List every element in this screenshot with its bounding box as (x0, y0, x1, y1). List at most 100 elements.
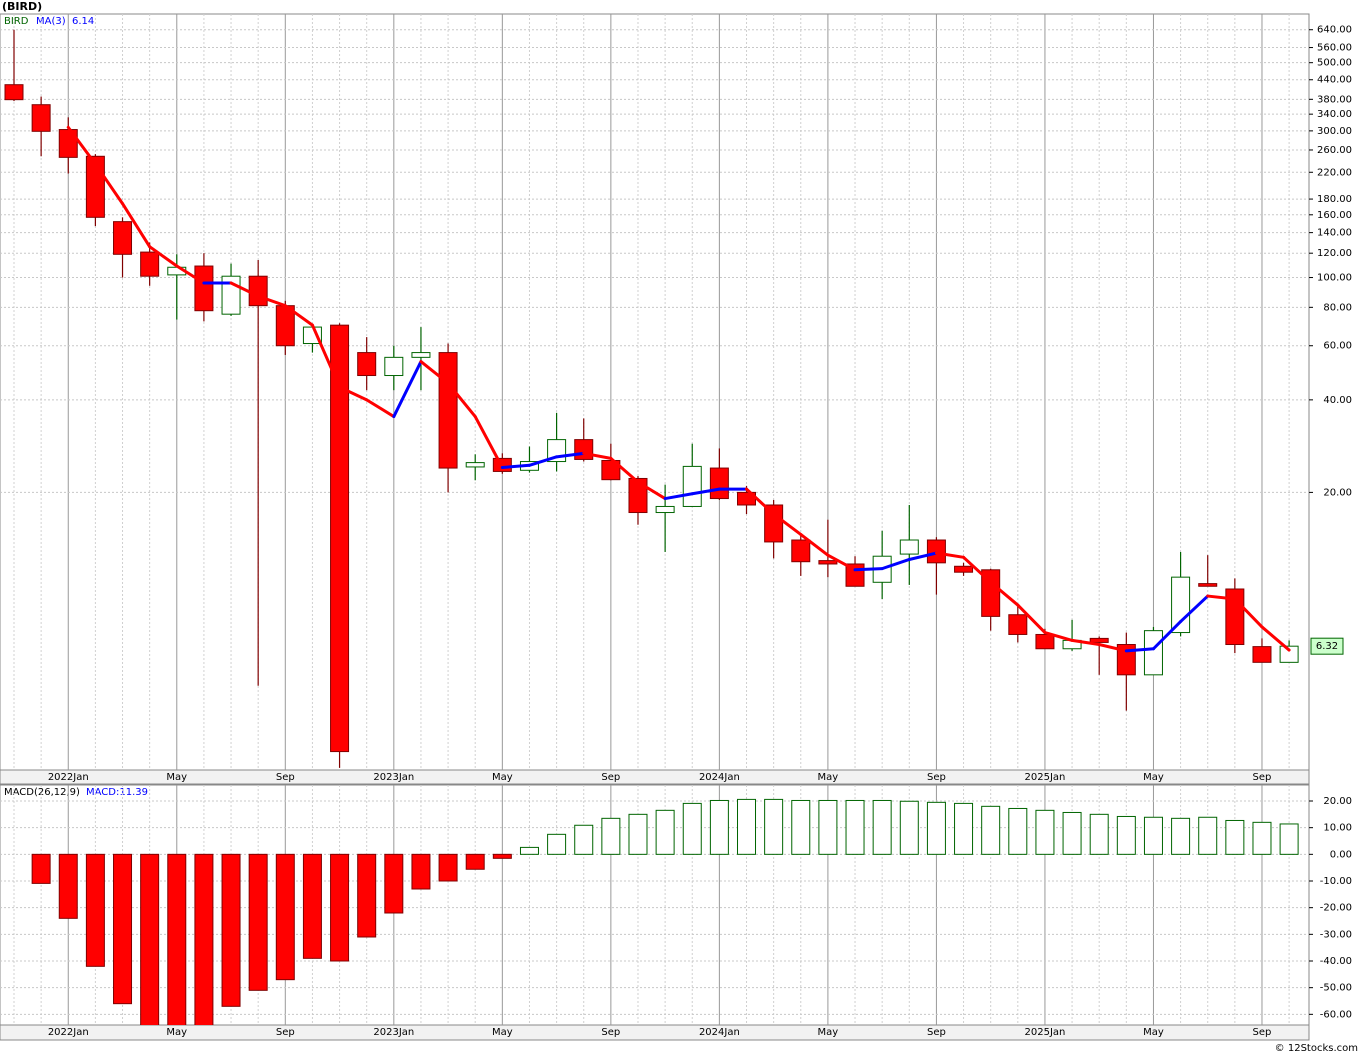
ma-line (1043, 631, 1074, 642)
ma-line (1233, 597, 1264, 629)
macd-bar (1198, 816, 1218, 855)
macd-bar (31, 853, 51, 884)
x-axis-band (0, 769, 1310, 785)
macd-bar (1008, 807, 1028, 855)
ma-line (663, 492, 694, 501)
macd-bar (574, 824, 594, 855)
candle-body (601, 459, 621, 481)
ma-name: MA(3) (36, 16, 66, 27)
macd-bar (954, 802, 974, 855)
x-tick-label: Sep (276, 772, 295, 783)
y-tick-label: 10.00 (1323, 823, 1352, 834)
candle-body (31, 104, 51, 132)
y-tick-label: 440.00 (1317, 75, 1352, 86)
macd-bar (547, 833, 567, 855)
macd-bar (709, 799, 729, 855)
x-tick-label: 2022Jan (48, 772, 89, 783)
candle-body (1198, 583, 1218, 587)
ma-line (66, 125, 97, 166)
candle-body (248, 275, 268, 307)
y-tick-label: 160.00 (1317, 210, 1352, 221)
macd-last-value: 11.39 (119, 787, 148, 798)
macd-bar (764, 798, 784, 855)
macd-bar (818, 799, 838, 855)
candle-body (926, 539, 946, 564)
y-tick-label: 100.00 (1317, 273, 1352, 284)
y-tick-label: 120.00 (1317, 248, 1352, 259)
ma-line (365, 398, 396, 419)
y-tick-label: 560.00 (1317, 43, 1352, 54)
ma-line (148, 245, 179, 268)
macd-bar (1062, 811, 1082, 855)
ma-line (636, 480, 667, 501)
x-tick-label: Sep (601, 1027, 620, 1038)
ma-value: 6.14 (72, 16, 94, 27)
macd-bar (275, 853, 295, 981)
ma-line (745, 487, 776, 516)
x-tick-label: Sep (927, 1027, 946, 1038)
ma-line (582, 451, 613, 460)
ma-line (989, 580, 1020, 607)
ma-line (826, 553, 857, 572)
ma-line (256, 294, 287, 308)
candle-body (1252, 646, 1272, 663)
macd-bar (1252, 821, 1272, 855)
last-price-label: 6.32 (1316, 641, 1338, 652)
x-tick-label: May (1143, 1027, 1164, 1038)
ma-line (500, 463, 531, 470)
candle-body (465, 462, 485, 468)
x-tick-label: 2025Jan (1025, 1027, 1066, 1038)
macd-bar (113, 853, 133, 1005)
macd-bar (221, 853, 241, 1007)
macd-bar (140, 853, 160, 1025)
y-tick-label: -40.00 (1320, 956, 1352, 967)
macd-bar (330, 853, 350, 962)
macd-bar (737, 798, 757, 855)
ma-line (527, 455, 559, 467)
candle-body (682, 465, 702, 507)
y-tick-label: 220.00 (1317, 167, 1352, 178)
macd-bar (167, 853, 187, 1025)
ma-line (1097, 643, 1128, 653)
ma-line (310, 323, 342, 389)
y-tick-label: 0.00 (1330, 849, 1352, 860)
candle-body (1035, 633, 1055, 650)
y-tick-label: 500.00 (1317, 58, 1352, 69)
candle-body (1279, 645, 1299, 663)
ma-line (1260, 625, 1291, 652)
candle-body (709, 467, 729, 500)
ma-line (609, 456, 640, 484)
y-tick-label: 640.00 (1317, 25, 1352, 36)
candle-body (899, 539, 919, 555)
macd-title: MACD(26,12,9) (4, 787, 80, 798)
candle-body (954, 565, 974, 573)
macd-bar (384, 853, 404, 914)
x-tick-label: 2023Jan (373, 772, 414, 783)
ma-line (419, 360, 450, 385)
macd-bar (438, 853, 458, 882)
ma-line (338, 385, 369, 402)
macd-value-name: MACD: (86, 787, 119, 798)
macd-bar (411, 853, 431, 890)
macd-bar (1143, 816, 1163, 855)
chart-title: (BIRD) (2, 0, 42, 13)
ma-line (473, 415, 504, 470)
x-tick-label: May (166, 772, 187, 783)
x-tick-label: May (818, 1027, 839, 1038)
x-axis-band (0, 1024, 1310, 1041)
ma-line (907, 551, 938, 561)
y-tick-label: 260.00 (1317, 145, 1352, 156)
y-tick-label: -30.00 (1320, 929, 1352, 940)
y-tick-label: 380.00 (1317, 94, 1352, 105)
ma-line (934, 551, 966, 559)
macd-bar (601, 817, 621, 855)
candle-body (1143, 630, 1163, 676)
ma-line (799, 532, 830, 557)
y-tick-label: -50.00 (1320, 983, 1352, 994)
macd-bar (655, 809, 675, 855)
candle-body (357, 352, 377, 377)
y-tick-label: 340.00 (1317, 109, 1352, 120)
x-tick-label: Sep (601, 772, 620, 783)
macd-bar (899, 800, 919, 855)
y-tick-label: 140.00 (1317, 228, 1352, 239)
